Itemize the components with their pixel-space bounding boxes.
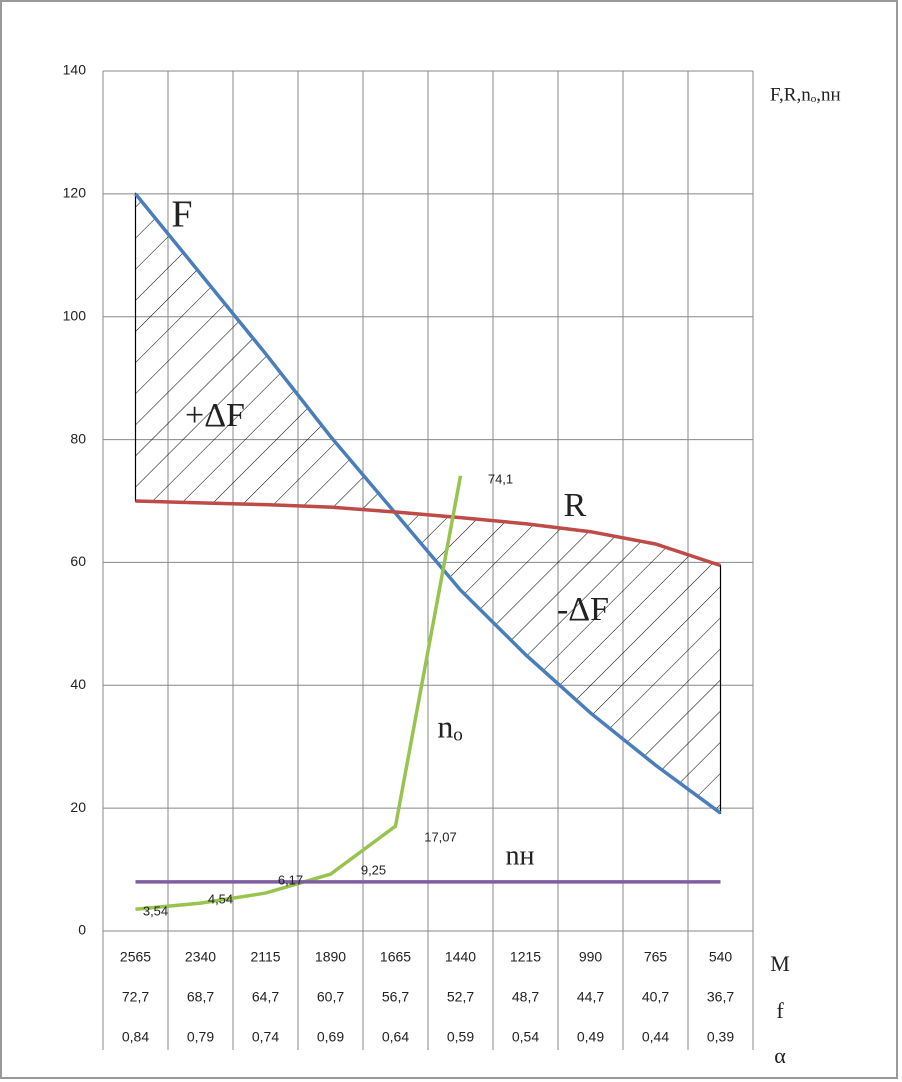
annotation: +ΔF <box>185 397 245 434</box>
table-cell: 48,7 <box>512 989 539 1005</box>
series-line <box>134 192 722 815</box>
table-cell: 68,7 <box>187 989 214 1005</box>
table-cell: 0,44 <box>642 1029 669 1045</box>
table-cell: 0,49 <box>577 1029 604 1045</box>
table-cell: 40,7 <box>642 989 669 1005</box>
y-tick-label: 100 <box>63 307 87 323</box>
table-cell: 0,79 <box>187 1029 214 1045</box>
row-label: M <box>770 951 790 976</box>
series-label: nₒ <box>437 708 462 744</box>
row-label: α <box>774 1043 786 1068</box>
series-line <box>135 499 722 568</box>
data-label: 74,1 <box>488 471 513 486</box>
x-tick-label: 990 <box>579 949 603 965</box>
table-cell: 36,7 <box>707 989 734 1005</box>
x-tick-label: 1665 <box>380 949 411 965</box>
x-tick-label: 540 <box>709 949 733 965</box>
series-label: nн <box>506 840 535 871</box>
table-cell: 0,59 <box>447 1029 474 1045</box>
x-tick-label: 2115 <box>250 949 280 965</box>
y-tick-label: 60 <box>70 553 86 569</box>
y-tick-label: 140 <box>63 62 87 78</box>
series-label: F <box>171 194 192 236</box>
series-label: R <box>564 487 587 524</box>
annotation: -ΔF <box>557 591 609 628</box>
table-cell: 72,7 <box>122 989 149 1005</box>
table-cell: 60,7 <box>317 989 344 1005</box>
table-cell: 44,7 <box>577 989 604 1005</box>
table-cell: 0,69 <box>317 1029 344 1045</box>
x-tick-label: 1215 <box>510 949 541 965</box>
axis-label: F,R,nₒ,nн <box>770 84 841 105</box>
table-cell: 0,64 <box>382 1029 409 1045</box>
y-tick-label: 0 <box>78 922 86 938</box>
data-label: 3,54 <box>143 904 168 919</box>
y-tick-label: 80 <box>70 430 86 446</box>
y-tick-label: 120 <box>63 185 87 201</box>
x-tick-label: 2340 <box>185 949 216 965</box>
table-cell: 64,7 <box>252 989 279 1005</box>
data-label: 9,25 <box>361 863 386 878</box>
x-tick-label: 2565 <box>120 949 151 965</box>
data-label: 17,07 <box>424 830 457 845</box>
data-label: 6,17 <box>278 873 303 888</box>
row-label: f <box>776 998 784 1023</box>
x-tick-label: 1440 <box>445 949 476 965</box>
table-cell: 52,7 <box>447 989 474 1005</box>
table-cell: 0,39 <box>707 1029 734 1045</box>
series-line <box>135 475 463 911</box>
data-label: 4,54 <box>208 892 233 907</box>
x-tick-label: 765 <box>644 949 668 965</box>
x-tick-label: 1890 <box>315 949 346 965</box>
y-tick-label: 40 <box>70 676 86 692</box>
table-cell: 0,54 <box>512 1029 539 1045</box>
y-tick-label: 20 <box>70 799 86 815</box>
table-cell: 0,84 <box>122 1029 149 1045</box>
table-cell: 0,74 <box>252 1029 279 1045</box>
table-cell: 56,7 <box>382 989 409 1005</box>
